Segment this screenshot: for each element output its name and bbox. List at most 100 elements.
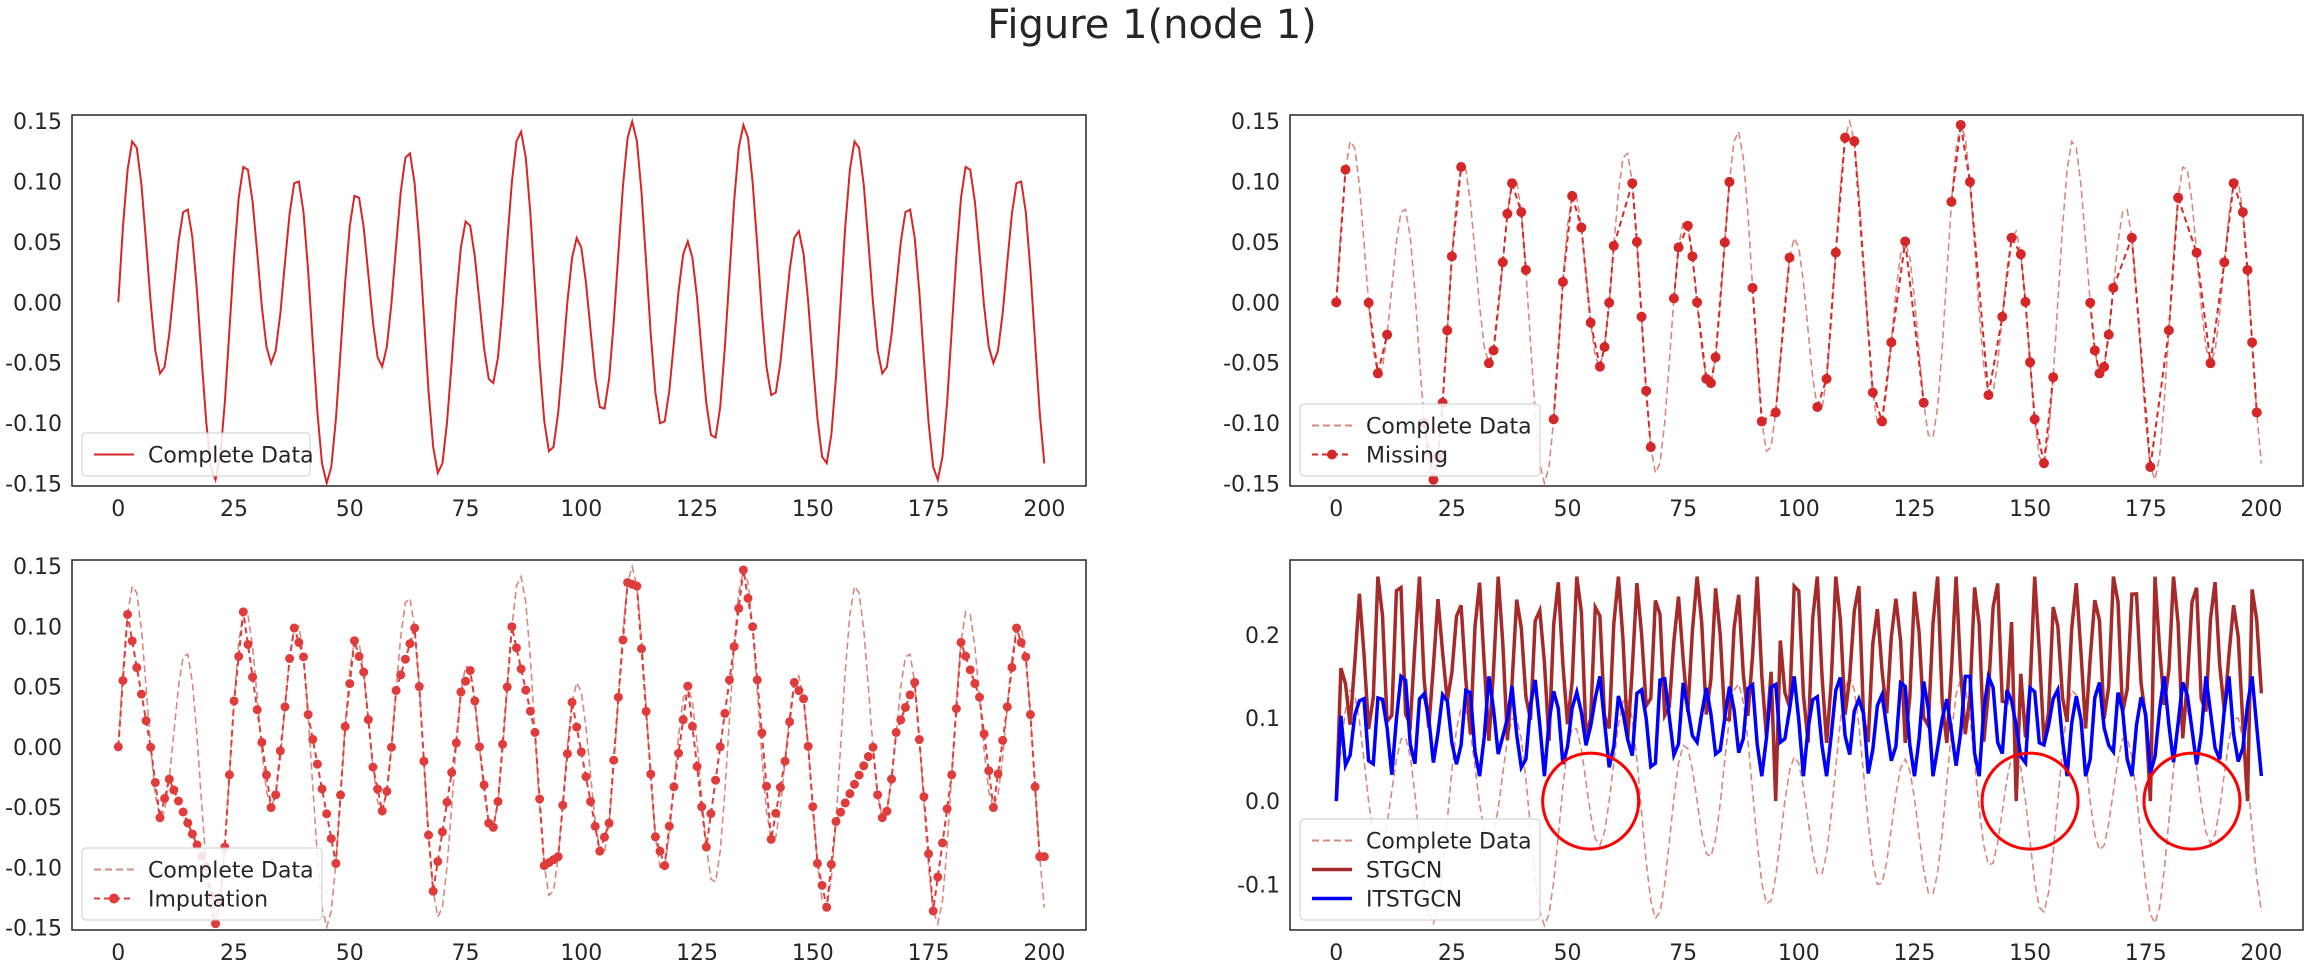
- imputation-point: [933, 872, 943, 882]
- imputation-point: [984, 766, 994, 776]
- imputation-point: [632, 581, 642, 591]
- imputation-point: [766, 834, 776, 844]
- x-tick-label: 50: [1554, 497, 1582, 522]
- missing-point: [1812, 401, 1823, 412]
- imputation-point: [516, 664, 526, 674]
- imputation-point: [169, 785, 179, 795]
- y-tick-label: 0.05: [13, 676, 62, 701]
- missing-point: [2145, 461, 2156, 472]
- missing-segment: [1580, 227, 1592, 323]
- missing-point: [1340, 164, 1351, 175]
- imputation-point: [646, 769, 656, 779]
- missing-segment: [1825, 252, 1837, 379]
- missing-point: [2015, 249, 2026, 260]
- panel-top-right: 0 25 50 75 100 125 150 175 200 0.15 0.10 0.05 0.00 -0…: [1223, 110, 2304, 522]
- missing-point: [1756, 416, 1767, 427]
- imputation-point: [1016, 637, 1026, 647]
- missing-segment: [1774, 257, 1791, 413]
- y-tick-label: -0.15: [5, 917, 62, 942]
- x-tick-label: 0: [1329, 497, 1343, 522]
- imputation-point: [868, 742, 878, 752]
- missing-point: [1719, 237, 1730, 248]
- imputation-point: [331, 858, 341, 868]
- imputation-point: [248, 672, 258, 682]
- imputation-point: [738, 565, 748, 575]
- missing-segment: [1723, 181, 1731, 243]
- missing-point: [1382, 329, 1393, 340]
- imputation-point: [229, 696, 239, 706]
- missing-point: [2103, 329, 2114, 340]
- imputation-point: [428, 886, 438, 896]
- imputation-point: [697, 802, 707, 812]
- imputation-point: [173, 796, 183, 806]
- missing-point: [1446, 251, 1457, 262]
- axes-frame: [1289, 114, 2304, 487]
- missing-segment: [2089, 302, 2096, 351]
- missing-point: [1886, 337, 1897, 348]
- x-tick-label: 25: [1438, 497, 1466, 522]
- x-tick-label: 150: [2009, 941, 2051, 960]
- imputation-point: [650, 832, 660, 842]
- missing-point: [1516, 207, 1527, 218]
- imputation-point: [211, 919, 221, 929]
- imputation-point: [396, 670, 406, 680]
- y-tick-label: 0.15: [13, 110, 62, 135]
- imputation-point: [391, 685, 401, 695]
- imputation-point: [410, 623, 420, 633]
- imputation-point: [877, 813, 887, 823]
- missing-point: [1372, 368, 1383, 379]
- imputation-point: [136, 689, 146, 699]
- missing-point: [1840, 132, 1851, 143]
- imputation-point: [442, 797, 452, 807]
- x-tick-label: 200: [1023, 941, 1065, 960]
- imputation-point: [748, 622, 758, 632]
- imputation-point: [924, 849, 934, 859]
- imputation-point: [785, 717, 795, 727]
- imputation-point: [706, 809, 716, 819]
- missing-point: [1918, 397, 1929, 408]
- missing-point: [2237, 207, 2248, 218]
- imputation-point: [900, 702, 910, 712]
- imputation-point: [882, 806, 892, 816]
- imputation-point: [637, 644, 647, 654]
- x-tick-label: 75: [452, 941, 480, 960]
- legend: Complete Data Missing: [1299, 403, 1541, 477]
- imputation-point: [711, 775, 721, 785]
- missing-segment: [1959, 124, 1971, 183]
- y-tick-label: -0.10: [5, 856, 62, 881]
- imputation-point: [914, 735, 924, 745]
- x-tick-label: 100: [560, 497, 602, 522]
- missing-point: [1520, 264, 1531, 275]
- imputation-point: [414, 682, 424, 692]
- imputation-point: [937, 838, 947, 848]
- missing-point: [1507, 178, 1518, 189]
- imputation-point: [451, 738, 461, 748]
- missing-segment: [1871, 392, 1884, 422]
- imputation-point: [465, 665, 475, 675]
- imputation-point: [285, 654, 295, 664]
- x-tick-label: 200: [2240, 497, 2282, 522]
- imputation-point: [470, 696, 480, 706]
- missing-point: [1877, 416, 1888, 427]
- imputation-point: [493, 797, 503, 807]
- imputation-point: [812, 858, 822, 868]
- missing-segment: [1450, 166, 1463, 257]
- missing-segment: [1552, 281, 1564, 420]
- imputation-point: [386, 742, 396, 752]
- imputation-point: [692, 762, 702, 772]
- missing-segment: [2177, 197, 2198, 253]
- legend-box: [1299, 403, 1541, 477]
- missing-segment: [1691, 256, 1699, 303]
- axes-frame: [71, 114, 1087, 487]
- imputation-point: [155, 813, 165, 823]
- missing-point: [2251, 407, 2262, 418]
- imputation-point: [780, 756, 790, 766]
- x-tick-label: 175: [2125, 941, 2167, 960]
- missing-point: [2173, 192, 2184, 203]
- imputation-point: [238, 607, 248, 617]
- missing-segment: [2024, 301, 2032, 363]
- series-complete-data: [117, 117, 1046, 486]
- missing-segment: [2001, 237, 2013, 317]
- missing-segment: [1686, 225, 1694, 257]
- imputation-point: [183, 818, 193, 828]
